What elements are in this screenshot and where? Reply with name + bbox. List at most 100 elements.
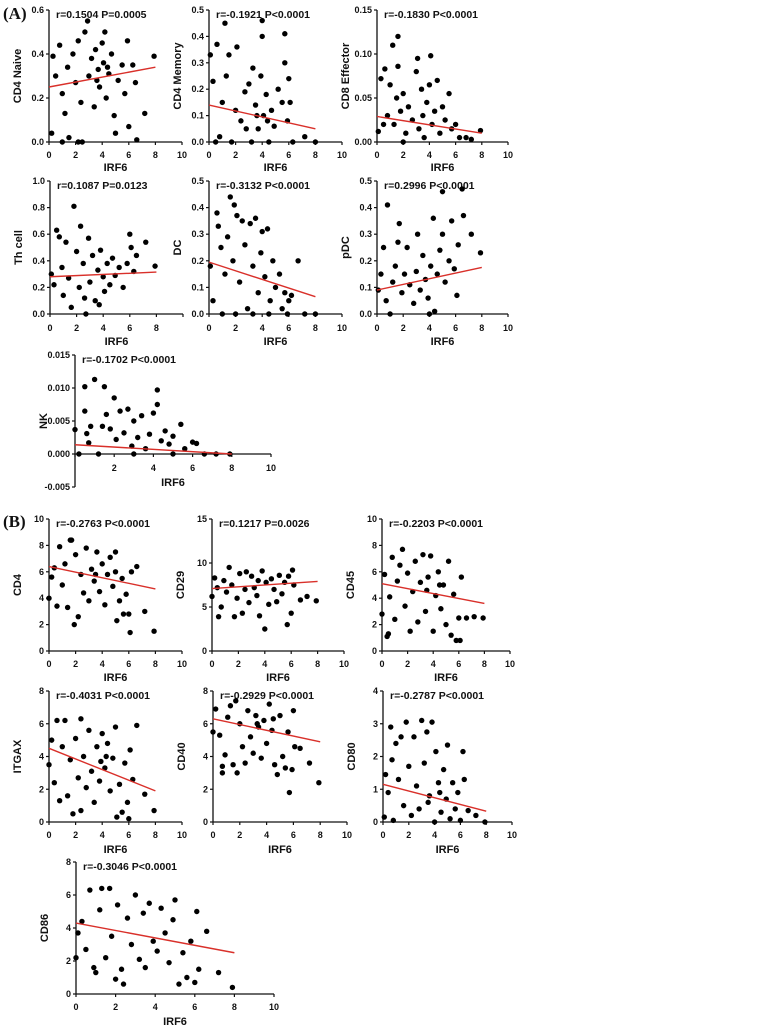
data-point <box>431 308 438 315</box>
y-tick-label: 0.1 <box>191 111 204 121</box>
data-point <box>276 572 283 579</box>
data-point <box>64 64 71 70</box>
x-axis-label: IRF6 <box>105 336 129 348</box>
y-axis-label: CD4 Memory <box>172 42 184 110</box>
data-point <box>172 897 178 903</box>
data-point <box>279 99 285 106</box>
data-point <box>288 292 295 299</box>
data-point <box>426 311 433 317</box>
data-point <box>239 743 246 750</box>
data-point <box>401 271 408 277</box>
y-tick-label: 0.3 <box>191 229 204 239</box>
data-point <box>112 549 119 555</box>
data-point <box>116 598 123 604</box>
data-point <box>151 628 157 634</box>
data-point <box>259 568 265 574</box>
data-point <box>119 575 125 582</box>
data-point <box>68 537 75 543</box>
data-point <box>405 104 412 110</box>
y-tick-label: 0.2 <box>32 282 45 292</box>
data-point <box>134 722 140 729</box>
data-point <box>263 91 269 98</box>
data-point <box>421 760 427 766</box>
data-point <box>266 701 272 707</box>
data-point <box>70 811 76 817</box>
data-point <box>87 279 93 285</box>
x-tick-label: 0 <box>379 659 384 669</box>
data-point <box>263 579 269 586</box>
y-tick-label: 2 <box>39 620 44 630</box>
data-point <box>425 799 431 806</box>
y-tick-label: 0.3 <box>359 229 372 239</box>
data-point <box>151 807 157 814</box>
data-point <box>222 752 228 758</box>
x-tick-label: 4 <box>260 323 265 333</box>
data-point <box>285 573 292 579</box>
data-point <box>222 20 228 26</box>
data-point <box>403 719 409 725</box>
y-tick-label: 0.0 <box>32 309 45 319</box>
y-tick-label: 0.4 <box>31 49 44 59</box>
data-point <box>130 62 136 68</box>
regression-line <box>208 104 316 130</box>
data-point <box>316 780 322 786</box>
data-point <box>430 215 437 221</box>
data-point <box>53 227 60 233</box>
data-point <box>154 387 161 393</box>
data-point <box>86 727 92 733</box>
x-tick-label: 6 <box>453 150 458 160</box>
x-tick-label: 4 <box>431 659 436 669</box>
x-tick-label: 6 <box>286 150 291 160</box>
data-point <box>104 64 111 70</box>
data-point <box>82 29 88 35</box>
data-point <box>277 712 283 719</box>
x-tick-label: 6 <box>126 830 131 840</box>
data-point <box>104 571 111 578</box>
data-point <box>239 218 245 224</box>
y-tick-label: 6 <box>372 567 377 577</box>
y-tick-label: 8 <box>203 686 208 696</box>
y-tick-label: 0 <box>39 646 44 656</box>
data-point <box>271 761 278 768</box>
data-point <box>412 558 418 564</box>
correlation-stat: r=-0.4031 P<0.0001 <box>56 690 150 702</box>
data-point <box>128 569 135 575</box>
data-point <box>52 73 59 79</box>
y-tick-label: 5 <box>202 602 207 612</box>
data-point <box>131 418 137 424</box>
data-point <box>54 603 60 609</box>
data-point <box>154 948 160 954</box>
y-tick-label: 2 <box>372 620 377 630</box>
x-tick-label: 4 <box>432 830 437 840</box>
x-tick-label: 8 <box>313 150 318 160</box>
data-point <box>170 917 176 923</box>
y-tick-label: -0.005 <box>44 482 70 492</box>
data-point <box>79 139 85 145</box>
data-point <box>124 260 130 267</box>
y-tick-label: 2 <box>66 956 71 966</box>
data-point <box>275 86 281 92</box>
data-point <box>262 626 268 632</box>
data-point <box>93 969 99 976</box>
data-point <box>383 298 389 304</box>
data-point <box>132 79 139 86</box>
data-point <box>256 613 263 619</box>
data-point <box>102 29 108 35</box>
data-point <box>46 595 52 601</box>
data-point <box>436 582 443 588</box>
y-tick-label: 0.2 <box>191 256 204 266</box>
y-tick-label: 0.2 <box>191 84 204 94</box>
y-tick-label: 0.5 <box>191 5 204 15</box>
data-point <box>170 451 176 457</box>
data-point <box>100 274 106 280</box>
data-point <box>142 110 148 117</box>
data-point <box>259 33 265 40</box>
regression-line <box>48 747 156 792</box>
data-point <box>399 290 405 296</box>
x-tick-label: 0 <box>374 323 379 333</box>
data-point <box>109 255 116 261</box>
data-point <box>286 789 293 796</box>
x-tick-label: 8 <box>479 323 484 333</box>
data-point <box>114 617 120 624</box>
data-point <box>103 955 109 961</box>
